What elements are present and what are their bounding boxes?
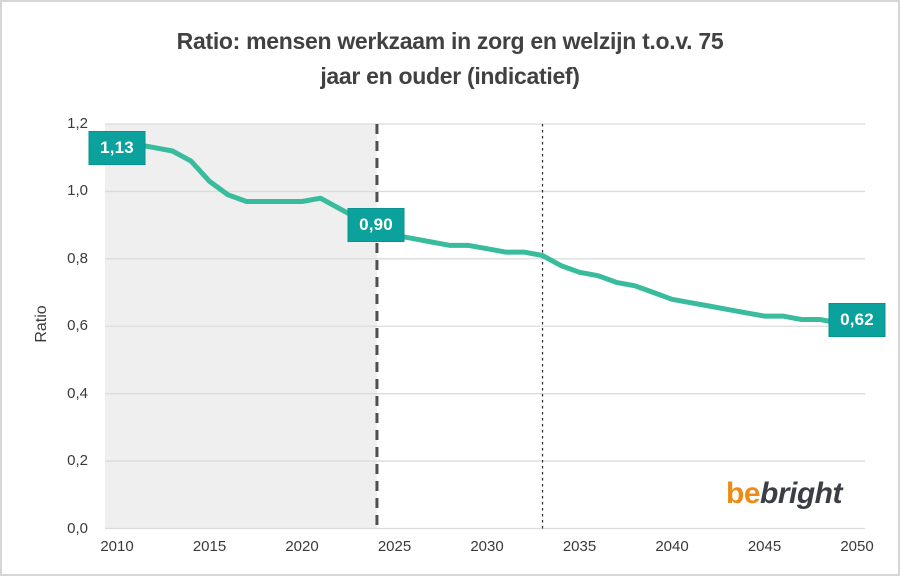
x-tick-label: 2010	[100, 538, 134, 555]
chart-title-line1: Ratio: mensen werkzaam in zorg en welzij…	[176, 28, 724, 54]
y-tick-label: 0,2	[67, 452, 88, 470]
y-tick-label: 1,0	[67, 182, 88, 200]
data-label: 0,62	[828, 302, 886, 337]
y-tick-label: 1,2	[67, 115, 88, 132]
x-tick-label: 2035	[562, 538, 597, 555]
logo-be-text: be	[726, 477, 761, 510]
data-label: 1,13	[88, 130, 146, 165]
logo-bright-text: bright	[760, 477, 842, 510]
bebright-logo: bebright	[726, 478, 842, 510]
x-tick-label: 2040	[655, 538, 689, 555]
x-tick-label: 2045	[747, 538, 782, 555]
chart-title-line2: jaar en ouder (indicatief)	[320, 63, 580, 89]
series-line	[114, 141, 860, 326]
y-tick-label: 0,0	[67, 519, 88, 537]
y-tick-label: 0,4	[67, 384, 88, 402]
y-tick-label: 0,6	[67, 317, 88, 335]
y-tick-label: 0,8	[67, 249, 88, 267]
data-label: 0,90	[347, 208, 405, 243]
chart-title: Ratio: mensen werkzaam in zorg en welzij…	[2, 24, 898, 94]
x-tick-label: 2050	[840, 538, 874, 555]
x-tick-label: 2025	[377, 538, 412, 555]
x-tick-label: 2020	[285, 538, 319, 555]
x-tick-label: 2030	[470, 538, 504, 555]
x-tick-label: 2015	[192, 538, 227, 555]
